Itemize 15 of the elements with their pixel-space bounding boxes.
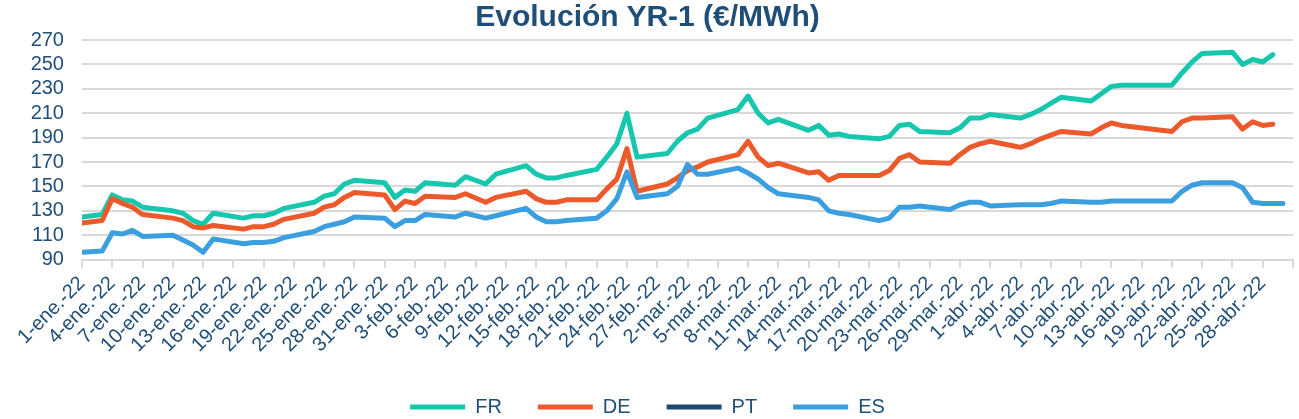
legend-label: PT xyxy=(731,394,758,417)
y-tick-label: 210 xyxy=(30,100,64,123)
y-tick-label: 130 xyxy=(30,198,64,221)
y-tick-label: 90 xyxy=(41,247,64,270)
legend-label: FR xyxy=(475,394,502,417)
legend-label: DE xyxy=(602,394,631,417)
y-tick-label: 230 xyxy=(30,76,64,99)
y-tick-label: 250 xyxy=(30,51,64,74)
y-tick-label: 270 xyxy=(30,27,64,50)
chart-title: Evolución YR-1 (€/MWh) xyxy=(475,0,820,33)
y-tick-label: 190 xyxy=(30,125,64,148)
y-tick-label: 110 xyxy=(32,222,64,245)
legend-label: ES xyxy=(858,394,885,417)
y-tick-label: 170 xyxy=(30,149,64,172)
y-tick-label: 150 xyxy=(30,173,64,196)
